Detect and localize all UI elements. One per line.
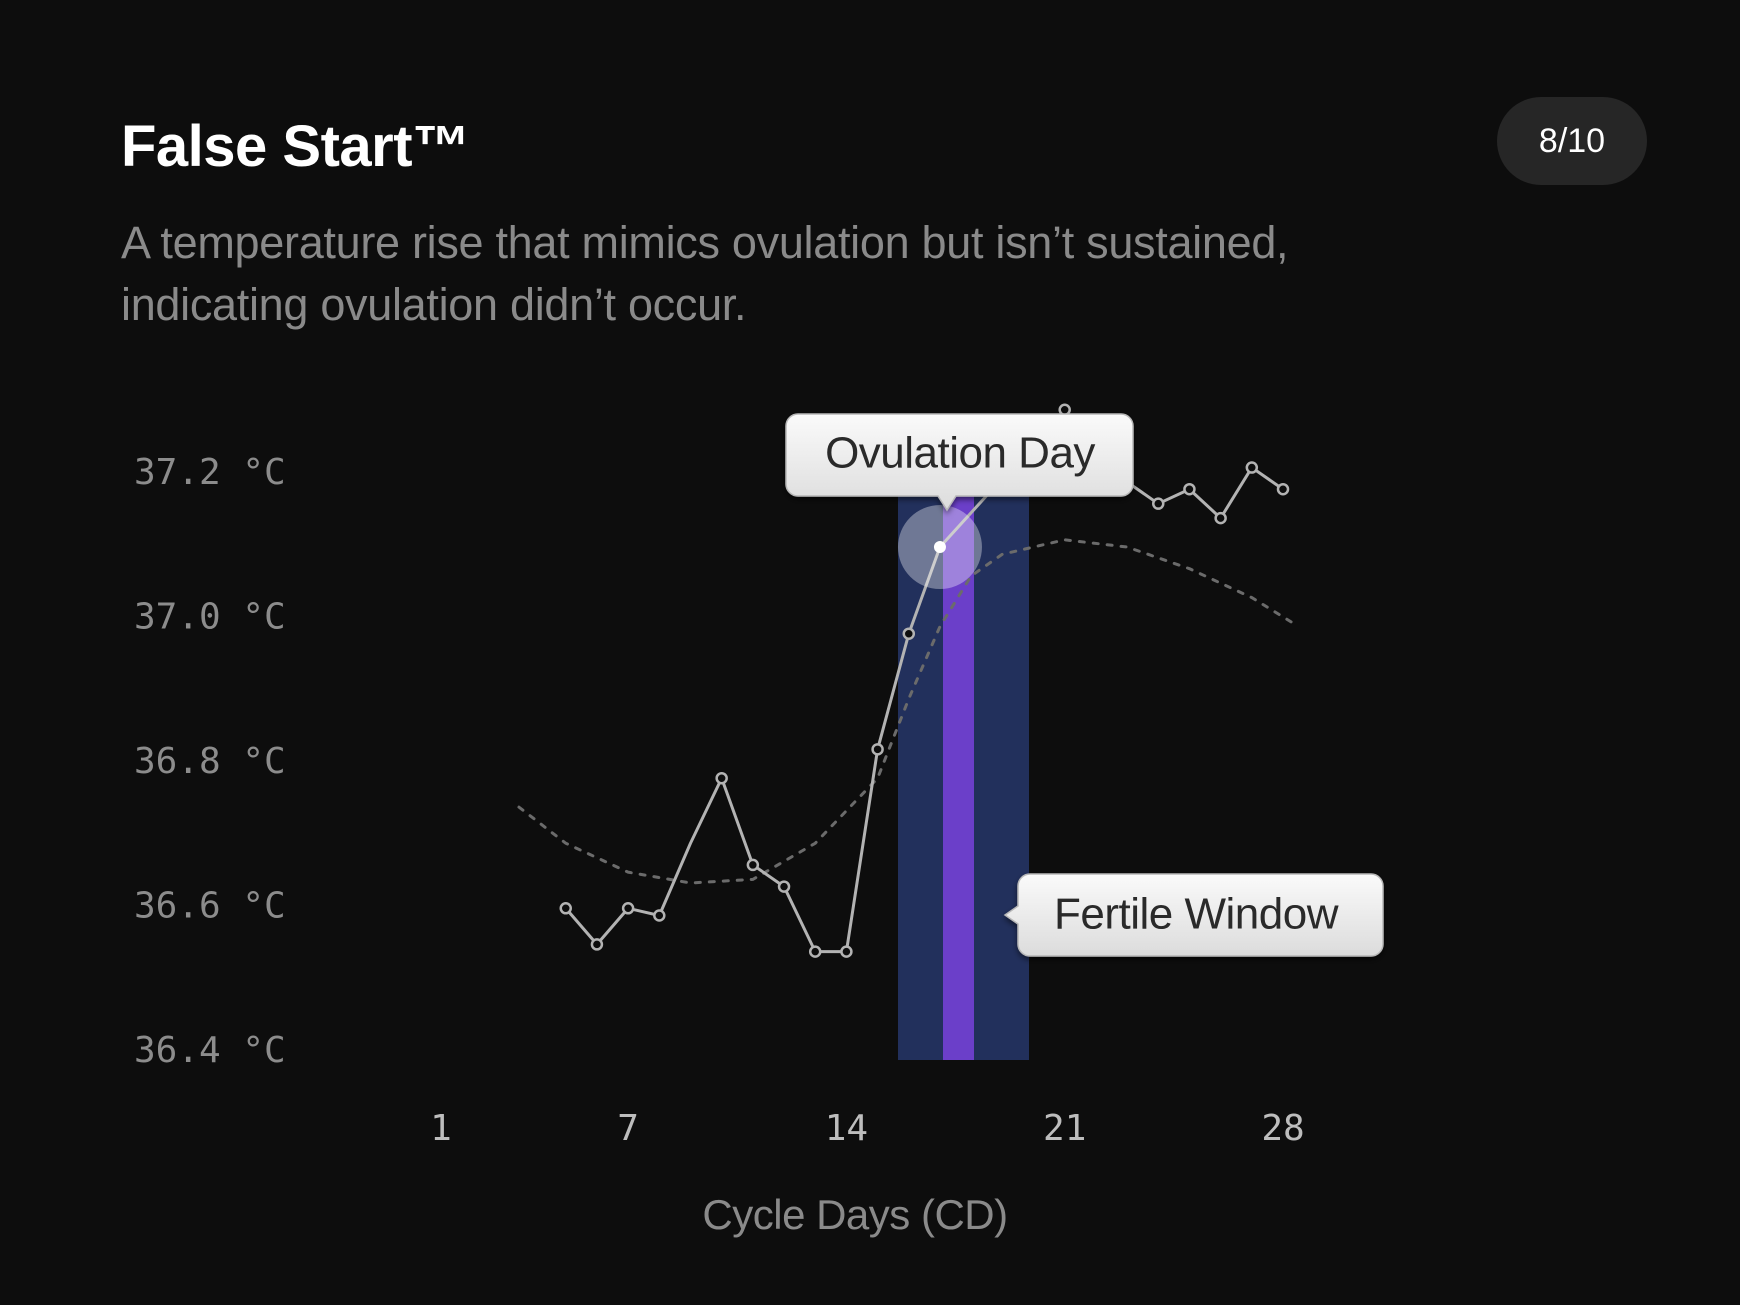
page-subtitle: A temperature rise that mimics ovulation… bbox=[121, 217, 1289, 330]
temperature-point bbox=[777, 880, 791, 893]
x-tick-label: 28 bbox=[1261, 1108, 1304, 1149]
y-tick-label: 37.2 °C bbox=[134, 452, 286, 493]
temperature-point bbox=[746, 858, 760, 872]
y-tick-label: 36.6 °C bbox=[134, 886, 286, 927]
x-tick-label: 21 bbox=[1043, 1108, 1086, 1149]
x-axis-label: Cycle Days (CD) bbox=[702, 1191, 1007, 1238]
temperature-point bbox=[590, 938, 604, 951]
temperature-point bbox=[871, 743, 884, 756]
x-axis-ticks: 1 7 14 21 28 bbox=[430, 1108, 1305, 1149]
ovulation-day-callout-box bbox=[785, 413, 1134, 512]
x-tick-label: 14 bbox=[825, 1108, 868, 1149]
callouts: Ovulation Day Fertile Window bbox=[785, 413, 1384, 957]
temperature-point bbox=[1183, 482, 1196, 496]
temperature-point bbox=[1276, 482, 1290, 496]
grid-lines bbox=[330, 480, 1450, 1062]
temperature-point bbox=[715, 771, 728, 785]
fertile-window-band-group bbox=[898, 495, 1029, 1060]
x-tick-label: 1 bbox=[430, 1108, 452, 1149]
ovulation-day-label: Ovulation Day bbox=[825, 429, 1095, 478]
temperature-point bbox=[1245, 461, 1259, 474]
temperature-point bbox=[1152, 497, 1165, 510]
page-indicator-badge[interactable]: 8/10 bbox=[1497, 97, 1647, 185]
temperature-point bbox=[1214, 511, 1227, 525]
temperature-point bbox=[902, 627, 916, 640]
fertile-window-label: Fertile Window bbox=[1054, 890, 1339, 939]
x-tick-label: 7 bbox=[617, 1108, 639, 1149]
temperature-line-group bbox=[559, 403, 1290, 958]
page-title: False Start™ bbox=[121, 114, 470, 179]
ovulation-day-band bbox=[943, 495, 974, 1060]
temperature-point bbox=[653, 909, 666, 922]
y-tick-label: 36.8 °C bbox=[134, 741, 286, 782]
temperature-point bbox=[559, 902, 572, 915]
y-tick-label: 36.4 °C bbox=[134, 1030, 286, 1071]
y-tick-label: 37.0 °C bbox=[134, 597, 286, 638]
ovulation-point bbox=[933, 541, 946, 554]
fertile-window-callout: Fertile Window bbox=[1003, 873, 1384, 957]
fertile-window-callout-box bbox=[1003, 873, 1384, 957]
ovulation-day-callout: Ovulation Day bbox=[785, 413, 1134, 512]
temperature-point bbox=[621, 902, 635, 915]
y-axis-ticks: 36.4 °C 36.6 °C 36.8 °C 37.0 °C 37.2 °C bbox=[134, 452, 286, 1071]
temperature-point bbox=[808, 945, 822, 958]
temperature-point bbox=[840, 945, 853, 958]
